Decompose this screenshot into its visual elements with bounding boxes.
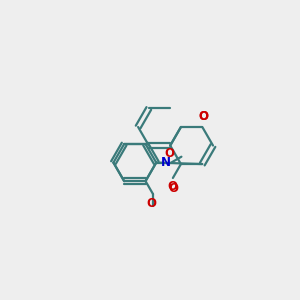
Text: N: N: [160, 156, 170, 169]
Text: O: O: [168, 182, 178, 195]
Text: O: O: [198, 110, 208, 123]
Text: O: O: [165, 147, 175, 160]
Text: O: O: [146, 197, 157, 210]
Text: O: O: [198, 110, 208, 123]
Text: O: O: [167, 180, 177, 194]
